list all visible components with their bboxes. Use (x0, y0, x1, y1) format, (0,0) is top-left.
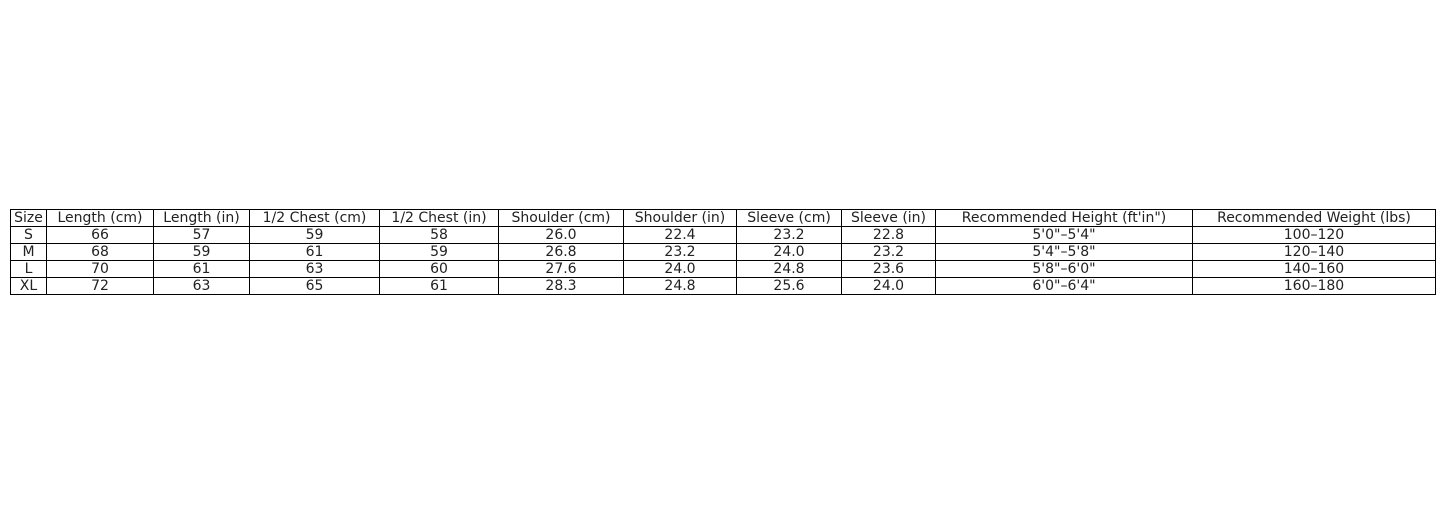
table-cell: 22.4 (623, 226, 737, 244)
table-cell: 61 (249, 243, 380, 261)
table-cell: M (10, 243, 47, 261)
table-cell: 160–180 (1192, 277, 1436, 295)
table-cell: 65 (249, 277, 380, 295)
table-cell: 59 (153, 243, 250, 261)
table-cell: 72 (46, 277, 154, 295)
table-cell: 63 (249, 260, 380, 278)
table-cell: 24.8 (623, 277, 737, 295)
table-cell: 24.8 (736, 260, 842, 278)
table-cell: 68 (46, 243, 154, 261)
table-cell: 5'4"–5'8" (935, 243, 1193, 261)
header-cell: Sleeve (cm) (736, 209, 842, 227)
header-cell: Sleeve (in) (841, 209, 936, 227)
table-cell: 24.0 (736, 243, 842, 261)
table-cell: XL (10, 277, 47, 295)
size-chart-table: Size Length (cm) Length (in) 1/2 Chest (cm)… (10, 209, 1436, 295)
table-cell: L (10, 260, 47, 278)
table-cell: 23.2 (736, 226, 842, 244)
table-cell: 120–140 (1192, 243, 1436, 261)
table-cell: 23.2 (623, 243, 737, 261)
table-row: L 70 61 63 60 27.6 24.0 24.8 23.6 5'8"–6'0" 140–16… (10, 260, 1436, 278)
table-cell: 61 (153, 260, 250, 278)
header-cell: Recommended Weight (lbs) (1192, 209, 1436, 227)
header-cell: Size (10, 209, 47, 227)
table-cell: 25.6 (736, 277, 842, 295)
table-cell: 63 (153, 277, 250, 295)
table-cell: 66 (46, 226, 154, 244)
table-cell: 70 (46, 260, 154, 278)
table-cell: 22.8 (841, 226, 936, 244)
header-cell: Shoulder (cm) (498, 209, 624, 227)
table-cell: 61 (379, 277, 499, 295)
table-cell: 57 (153, 226, 250, 244)
table-cell: 26.0 (498, 226, 624, 244)
table-row: S 66 57 59 58 26.0 22.4 23.2 22.8 5'0"–5'4" 100–12… (10, 226, 1436, 244)
table-cell: 23.2 (841, 243, 936, 261)
table-cell: 5'8"–6'0" (935, 260, 1193, 278)
table-cell: 59 (379, 243, 499, 261)
table-row: M 68 59 61 59 26.8 23.2 24.0 23.2 5'4"–5'8" 120–14… (10, 243, 1436, 261)
table-cell: 6'0"–6'4" (935, 277, 1193, 295)
table-cell: 58 (379, 226, 499, 244)
table-cell: 140–160 (1192, 260, 1436, 278)
table-cell: 28.3 (498, 277, 624, 295)
header-row: Size Length (cm) Length (in) 1/2 Chest (cm)… (10, 209, 1436, 227)
table-cell: S (10, 226, 47, 244)
table-row: XL 72 63 65 61 28.3 24.8 25.6 24.0 6'0"–6'4" 160–1… (10, 277, 1436, 295)
table-cell: 100–120 (1192, 226, 1436, 244)
table-cell: 5'0"–5'4" (935, 226, 1193, 244)
header-cell: Shoulder (in) (623, 209, 737, 227)
table-cell: 24.0 (623, 260, 737, 278)
table-cell: 60 (379, 260, 499, 278)
table-cell: 27.6 (498, 260, 624, 278)
table-cell: 23.6 (841, 260, 936, 278)
header-cell: 1/2 Chest (cm) (249, 209, 380, 227)
header-cell: Length (in) (153, 209, 250, 227)
header-cell: 1/2 Chest (in) (379, 209, 499, 227)
table-cell: 59 (249, 226, 380, 244)
header-cell: Recommended Height (ft'in") (935, 209, 1193, 227)
table-cell: 24.0 (841, 277, 936, 295)
table-cell: 26.8 (498, 243, 624, 261)
header-cell: Length (cm) (46, 209, 154, 227)
